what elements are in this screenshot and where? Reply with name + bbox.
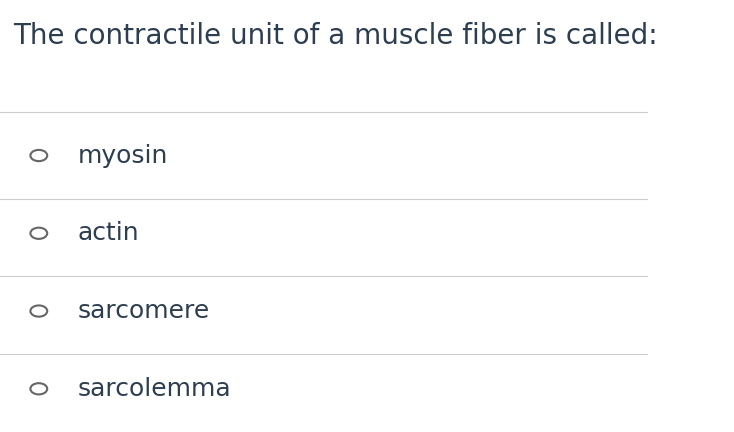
Text: actin: actin (78, 221, 139, 245)
Text: myosin: myosin (78, 143, 168, 168)
Text: The contractile unit of a muscle fiber is called:: The contractile unit of a muscle fiber i… (13, 22, 658, 50)
Text: sarcolemma: sarcolemma (78, 377, 231, 401)
Text: sarcomere: sarcomere (78, 299, 210, 323)
